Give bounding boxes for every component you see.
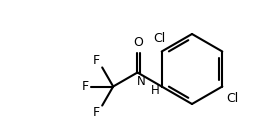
- Text: H: H: [151, 83, 159, 96]
- Text: F: F: [93, 54, 100, 67]
- Text: Cl: Cl: [154, 32, 166, 45]
- Text: Cl: Cl: [226, 92, 239, 105]
- Text: N: N: [137, 75, 146, 88]
- Text: F: F: [93, 105, 100, 119]
- Text: F: F: [82, 80, 89, 93]
- Text: O: O: [133, 36, 143, 49]
